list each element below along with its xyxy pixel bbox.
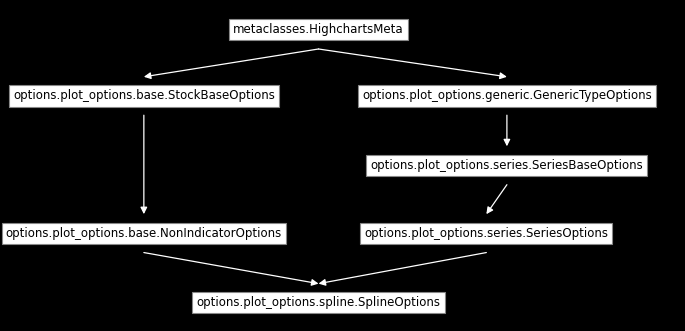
Text: options.plot_options.spline.SplineOptions: options.plot_options.spline.SplineOption… <box>197 296 440 309</box>
Text: metaclasses.HighchartsMeta: metaclasses.HighchartsMeta <box>233 23 404 36</box>
Text: options.plot_options.base.StockBaseOptions: options.plot_options.base.StockBaseOptio… <box>13 89 275 103</box>
Text: options.plot_options.generic.GenericTypeOptions: options.plot_options.generic.GenericType… <box>362 89 651 103</box>
Text: options.plot_options.base.NonIndicatorOptions: options.plot_options.base.NonIndicatorOp… <box>5 227 282 240</box>
Text: options.plot_options.series.SeriesBaseOptions: options.plot_options.series.SeriesBaseOp… <box>371 159 643 172</box>
Text: options.plot_options.series.SeriesOptions: options.plot_options.series.SeriesOption… <box>364 227 608 240</box>
